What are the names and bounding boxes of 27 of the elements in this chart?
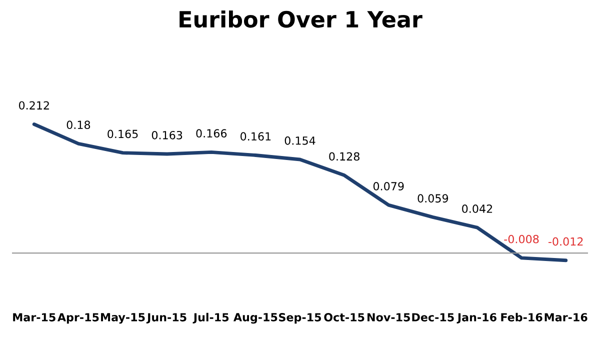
x-tick-label: Apr-15	[57, 313, 99, 324]
x-tick-label: Jun-15	[146, 313, 186, 324]
x-tick-label: May-15	[101, 313, 145, 324]
x-tick-label: Mar-15	[13, 313, 56, 322]
data-label: -0.012	[548, 237, 583, 246]
chart-title: Euribor Over 1 Year	[180, 10, 422, 28]
x-tick-label: Oct-15	[324, 313, 364, 322]
data-label: 0.161	[240, 132, 271, 141]
data-label: 0.154	[284, 136, 316, 145]
data-label: -0.008	[504, 234, 539, 244]
data-label: 0.042	[462, 204, 492, 213]
data-label: 0.165	[108, 130, 138, 138]
data-label: 0.166	[196, 129, 227, 138]
data-label: 0.079	[373, 182, 404, 190]
data-label: 0.059	[418, 194, 448, 203]
data-label: 0.212	[18, 101, 49, 110]
x-tick-label: Dec-15	[412, 313, 454, 322]
x-tick-label: Sep-15	[279, 313, 322, 324]
x-tick-label: Aug-15	[233, 313, 278, 324]
x-tick-label: Jul-15	[192, 312, 229, 324]
x-tick-label: Feb-16	[501, 312, 542, 322]
x-tick-label: Mar-16	[544, 313, 588, 322]
data-label: 0.128	[329, 152, 360, 161]
data-label: 0.18	[66, 120, 90, 130]
x-tick-label: Nov-15	[368, 313, 410, 322]
data-label: 0.163	[152, 130, 182, 140]
x-tick-label: Jan-16	[456, 313, 496, 324]
